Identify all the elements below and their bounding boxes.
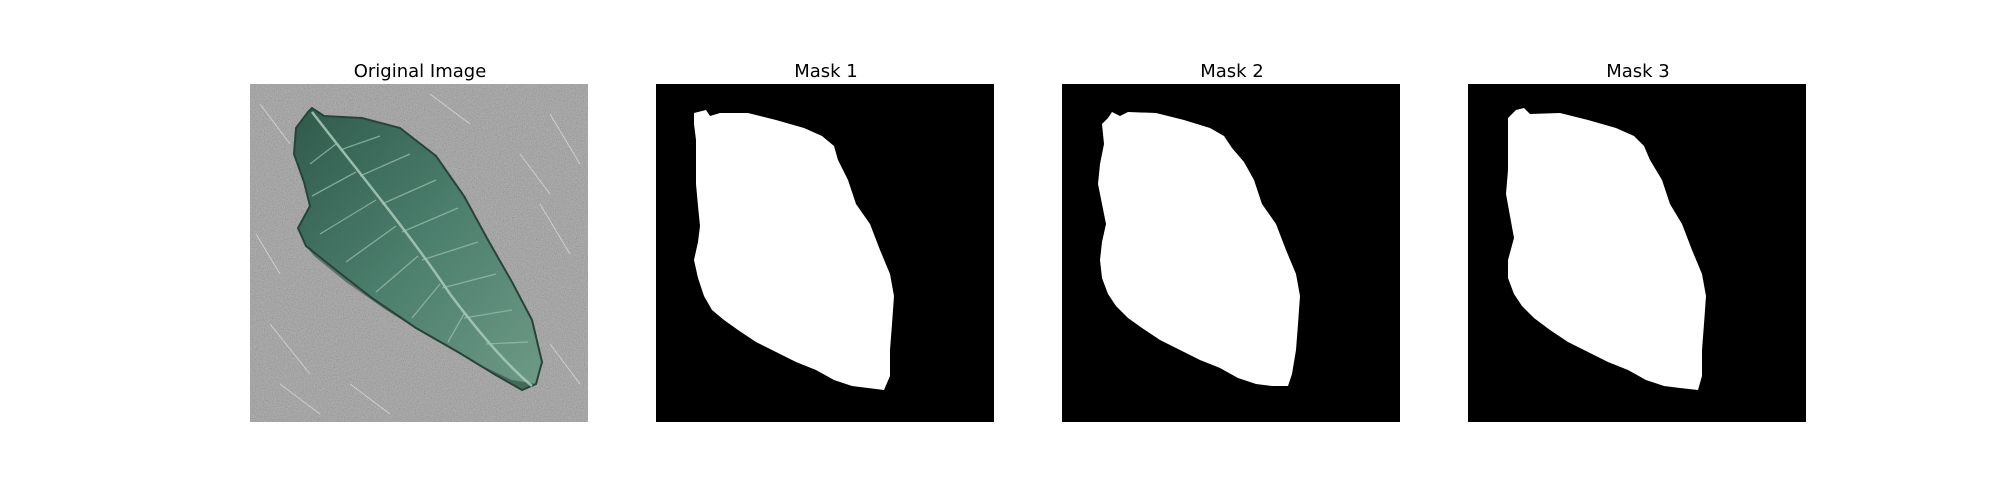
mask-3-image — [1468, 84, 1806, 422]
panel-title: Mask 3 — [1606, 61, 1670, 82]
original-leaf-photo — [250, 84, 588, 422]
panel-title: Mask 2 — [1200, 61, 1264, 82]
mask-1-image — [656, 84, 994, 422]
panel-title: Original Image — [353, 61, 487, 82]
mask-2-image — [1062, 84, 1400, 422]
panel-title: Mask 1 — [794, 61, 858, 82]
panel-mask-1: Mask 1 — [656, 60, 996, 422]
panel-mask-2: Mask 2 — [1062, 60, 1402, 422]
panel-mask-3: Mask 3 — [1468, 60, 1808, 422]
panel-original-image: Original Image — [250, 60, 590, 422]
